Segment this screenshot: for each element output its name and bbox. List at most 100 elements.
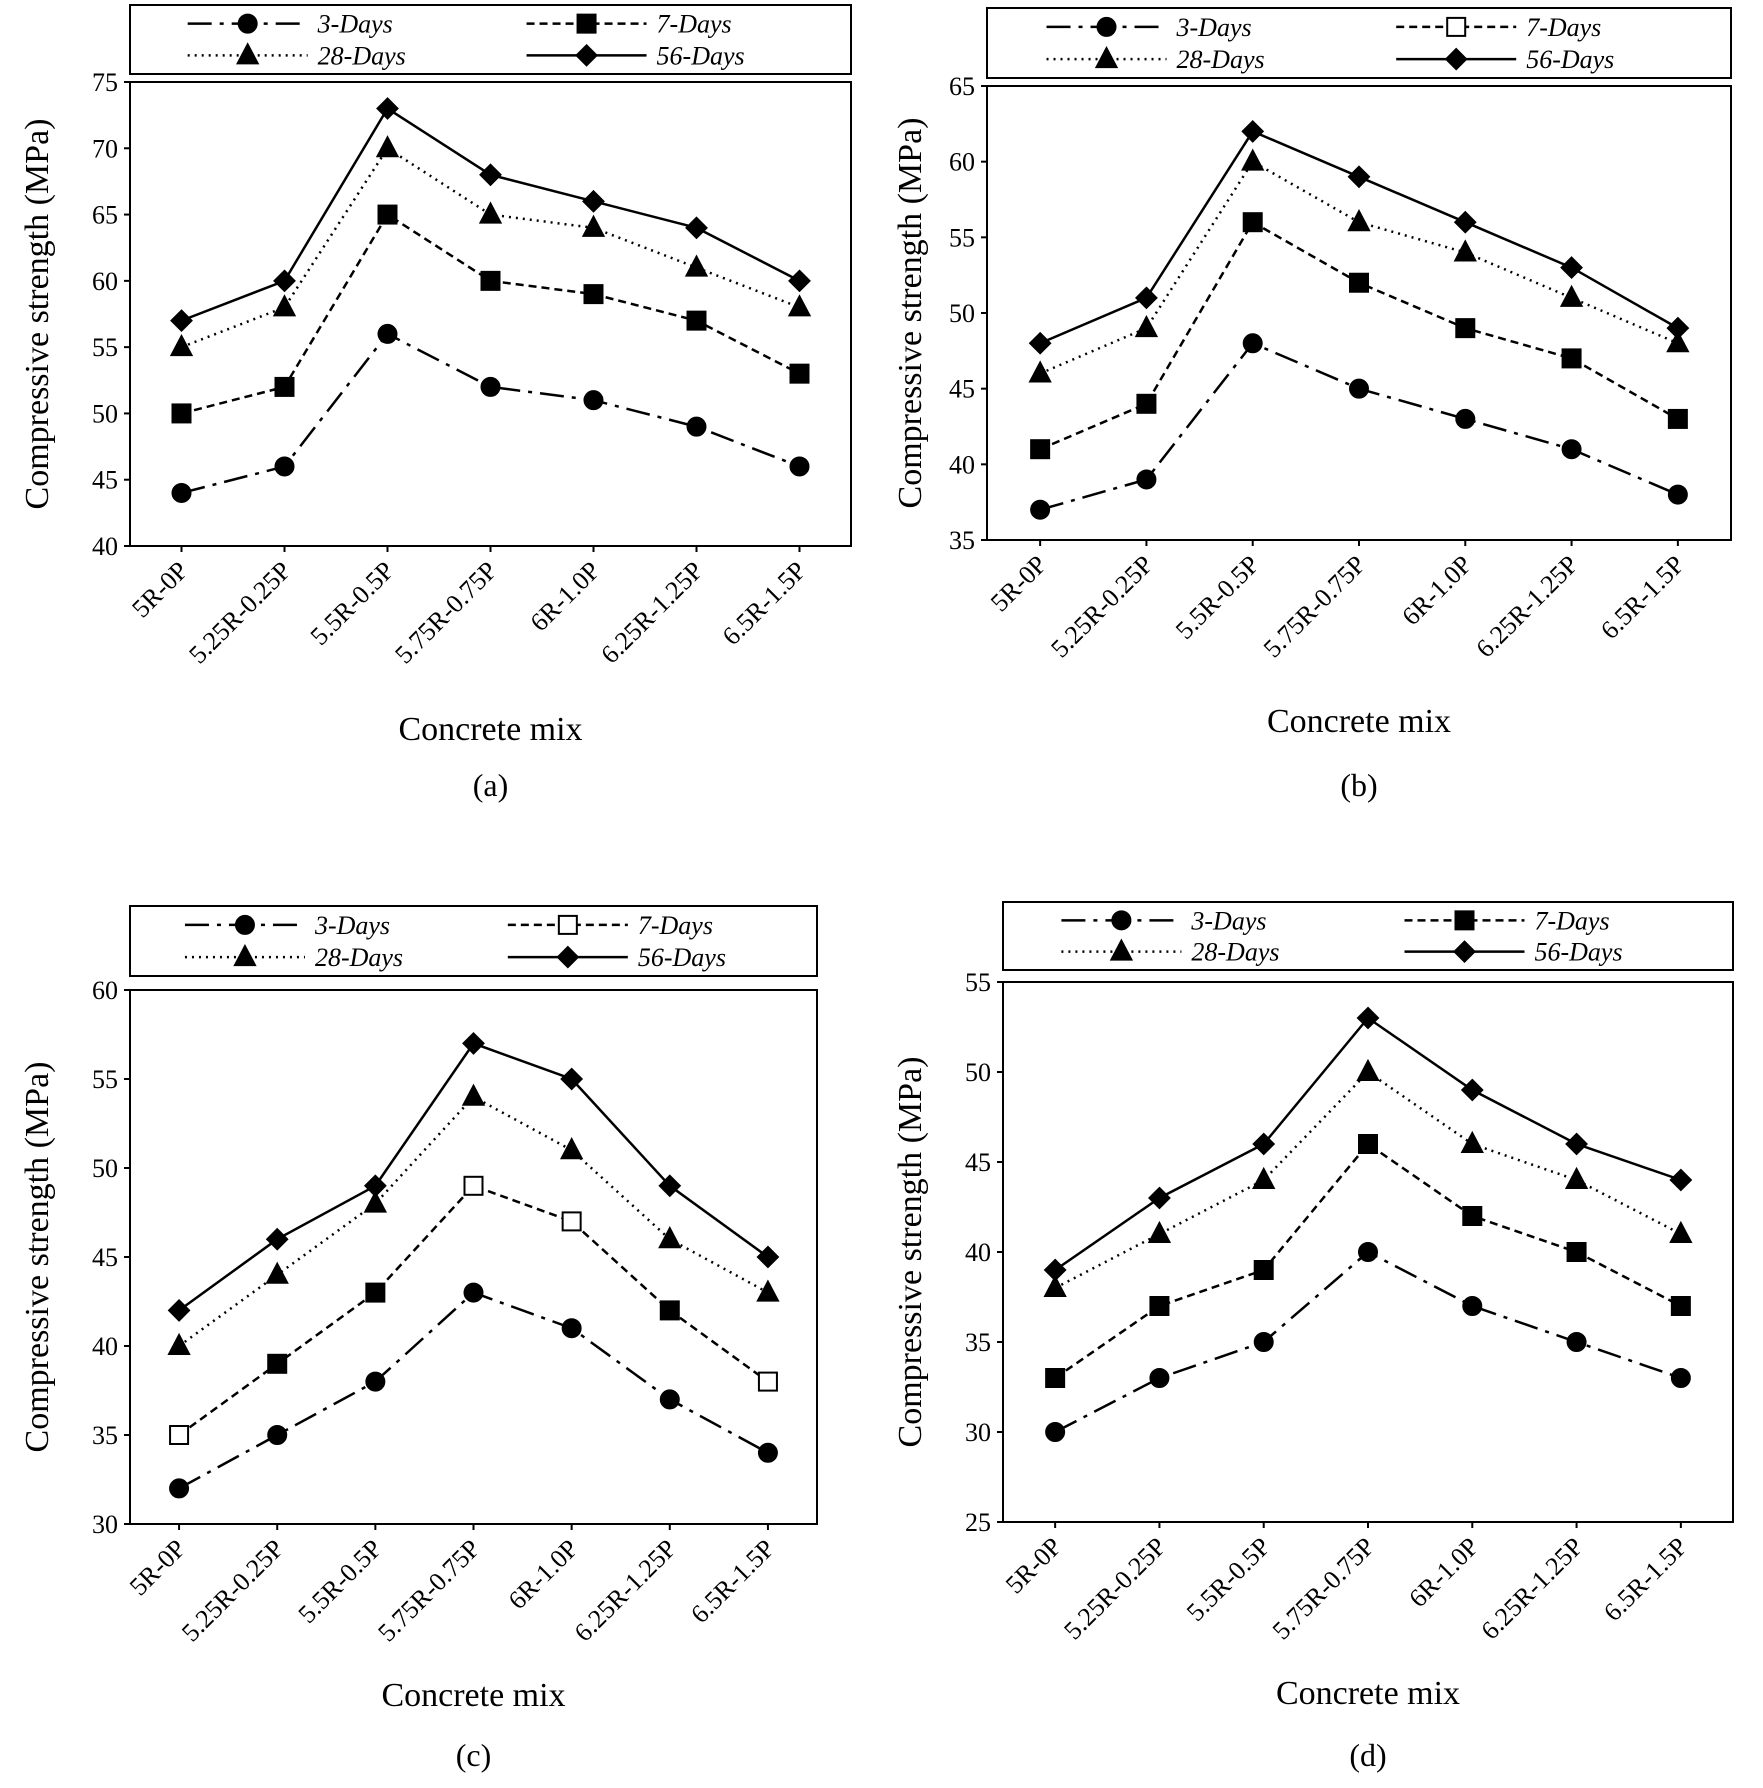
legend-entry-28-days: 28-Days [187,41,406,70]
series-line [181,332,800,495]
series-28-days [1043,1058,1693,1297]
data-point [377,204,398,225]
y-axis-title: Compressive strength (MPa) [892,1057,929,1448]
data-point [363,1190,388,1213]
series-56-days [167,1031,780,1322]
y-tick-label: 50 [949,299,975,328]
series-7-days [1030,212,1688,460]
y-axis: 30 35 40 45 50 55 60 [92,976,130,1539]
legend-label: 7-Days [657,10,732,39]
plot-area [986,85,1732,541]
data-point [581,214,606,237]
data-point [1147,1220,1172,1243]
data-point [171,403,192,424]
legend-label: 56-Days [1535,938,1623,967]
legend: 3-Days 7-Days 28-Days 56-Days [129,905,818,977]
data-point [685,216,708,240]
data-point [1559,284,1584,307]
data-point [1455,408,1476,429]
series-28-days [169,135,812,357]
x-tick-label: 5.25R-0.25P [1058,1532,1171,1645]
panel-caption: (b) [1340,767,1377,803]
data-point [658,1226,682,1249]
data-point [1566,1332,1587,1352]
data-point [1241,148,1265,171]
data-point [267,1353,288,1374]
data-point [1149,1368,1170,1388]
data-point [1242,333,1263,354]
data-point [377,323,398,344]
data-point [480,270,501,291]
legend-entry-56-days: 56-Days [526,41,745,70]
x-tick-label: 5.5R-0.5P [305,556,400,651]
data-point [1669,1168,1693,1192]
legend-marker [1094,45,1119,69]
legend-label: 3-Days [314,911,390,940]
y-axis-title: Compressive strength (MPa) [19,119,56,510]
series-56-days [170,97,811,333]
data-point [1356,1006,1380,1030]
data-point [1136,393,1157,414]
panel-caption: (c) [456,1737,492,1773]
series-7-days [169,1175,778,1445]
data-point [1666,330,1690,353]
x-tick-label: 5.75R-0.75P [1267,1532,1380,1645]
x-tick-label: 6.25R-1.25P [1475,1532,1588,1645]
data-point [659,1300,680,1321]
data-point [167,1298,191,1322]
data-point [1358,1242,1378,1262]
data-point [684,254,709,277]
data-point [480,376,501,397]
x-tick-label: 6R-1.0P [503,1534,584,1615]
x-tick-label: 6.5R-1.5P [717,556,812,651]
data-point [365,1371,386,1392]
x-tick-label: 6.5R-1.5P [1598,1532,1693,1627]
legend-label: 56-Days [657,41,745,70]
legend-marker [233,943,257,967]
data-point [1241,119,1265,143]
legend-label: 3-Days [1190,906,1266,935]
series-3-days [169,1282,778,1499]
y-tick-label: 50 [965,1058,991,1087]
y-tick-label: 75 [92,68,118,97]
y-tick-label: 60 [92,267,118,296]
x-axis: 5R-0P5.25R-0.25P 5.5R-0.5P5.75R-0.75P 6R-1… [124,1524,780,1647]
y-tick-label: 60 [92,976,118,1005]
data-point [1561,348,1582,369]
data-point [1252,1132,1276,1156]
data-point [274,456,295,477]
data-point [265,1261,289,1284]
data-point [463,1175,484,1196]
data-point [1670,1368,1691,1388]
data-point [1453,210,1477,234]
legend-marker [576,13,597,34]
x-tick-label: 6.5R-1.5P [685,1534,780,1629]
x-tick-label: 5.75R-0.75P [372,1534,485,1647]
y-axis: 35 40 45 50 55 60 65 [949,72,987,555]
series-28-days [167,1083,780,1355]
panel-caption: (d) [1349,1737,1386,1773]
legend-entry-7-days: 7-Days [507,911,713,940]
data-point [1043,1274,1067,1297]
data-point [267,1425,288,1445]
data-point [1455,318,1476,339]
data-point [787,294,812,317]
y-tick-label: 65 [92,201,118,230]
data-point [375,135,400,158]
y-tick-label: 40 [92,1332,118,1361]
series-line [1054,1250,1682,1434]
data-point [169,1478,190,1499]
legend-entry-28-days: 28-Days [184,943,403,972]
legend-marker [236,42,260,65]
legend-marker [1096,16,1117,37]
y-axis: 40 45 50 55 60 65 70 75 [92,68,130,561]
legend-entry-56-days: 56-Days [507,943,726,972]
data-point [1460,1078,1484,1102]
x-axis: 5R-0P5.25R-0.25P 5.5R-0.5P5.75R-0.75P 6R-1… [1000,1522,1693,1645]
chart-a-svg: 3-Days 7-Days 28-Days 56-Days 40 45 50 55 60 65 70… [19,4,852,803]
x-tick-label: 5.25R-0.25P [183,556,296,669]
legend-entry-7-days: 7-Days [1396,13,1601,42]
data-point [1667,408,1688,429]
data-point [274,376,295,397]
data-point [757,1442,778,1463]
